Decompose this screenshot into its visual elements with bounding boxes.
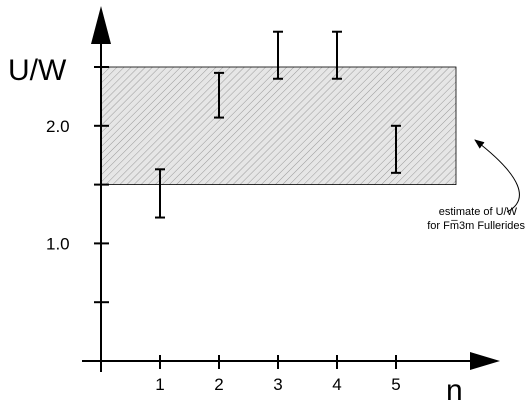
annotation-arrow bbox=[474, 139, 520, 213]
estimate-band bbox=[100, 66, 457, 185]
errorbar bbox=[214, 71, 224, 119]
x-tick-label: 5 bbox=[391, 375, 400, 394]
y-ticks: 1.0 2.0 bbox=[46, 66, 109, 304]
x-axis-title: n bbox=[446, 374, 463, 403]
errorbar bbox=[273, 30, 283, 80]
errorbar bbox=[332, 30, 342, 80]
errorbars bbox=[155, 30, 401, 219]
x-axis-arrow bbox=[470, 352, 500, 370]
band-annotation-line-1: estimate of U/W bbox=[439, 206, 518, 218]
x-tick-label: 4 bbox=[332, 375, 341, 394]
x-tick-label: 2 bbox=[214, 375, 223, 394]
x-tick-label: 3 bbox=[273, 375, 282, 394]
y-tick-label: 2.0 bbox=[46, 117, 70, 136]
y-axis-arrow bbox=[91, 6, 111, 44]
y-tick-label: 1.0 bbox=[46, 234, 70, 253]
x-tick-label: 1 bbox=[155, 375, 164, 394]
band-annotation-line-2: for Fm̅3m Fullerides bbox=[427, 220, 525, 232]
errorbar bbox=[155, 168, 165, 219]
y-axis-title: U/W bbox=[8, 54, 67, 87]
x-ticks: 1 2 3 4 5 bbox=[155, 355, 401, 394]
errorbar bbox=[391, 124, 401, 174]
